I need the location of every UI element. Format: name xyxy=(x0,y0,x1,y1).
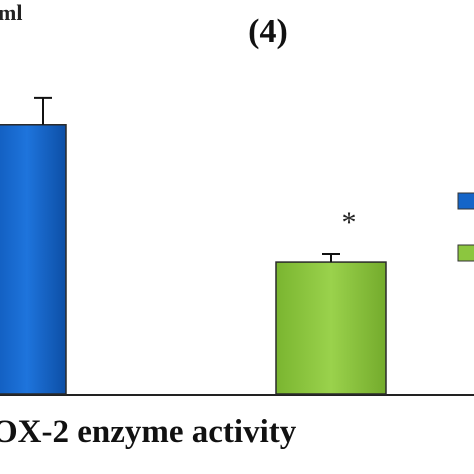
legend-swatch-2 xyxy=(457,244,474,262)
legend-swatch-1 xyxy=(457,192,474,210)
x-axis-label: OX-2 enzyme activity xyxy=(0,414,297,450)
significance-marker-2: * xyxy=(342,206,357,239)
y-axis-label: ml xyxy=(0,0,22,25)
bar-1 xyxy=(0,124,67,395)
bar-2 xyxy=(275,261,387,395)
chart-title: (4) xyxy=(248,13,288,50)
